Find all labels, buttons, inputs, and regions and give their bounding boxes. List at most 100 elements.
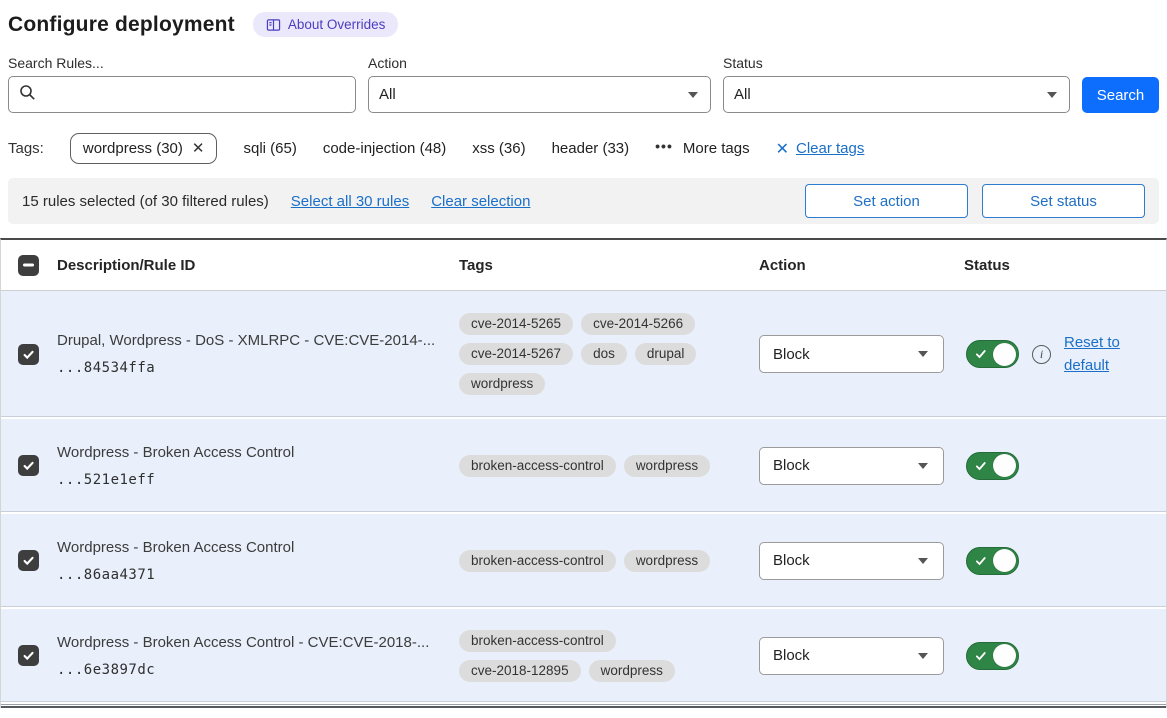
row-action-select[interactable]: Block <box>759 636 944 675</box>
select-all-link[interactable]: Select all 30 rules <box>290 192 410 210</box>
about-overrides-badge[interactable]: About Overrides <box>252 12 399 37</box>
tag-header[interactable]: header (33) <box>551 140 630 157</box>
check-icon <box>23 461 34 471</box>
filter-bar: Search Rules... Action All Status All <box>0 41 1167 113</box>
chevron-down-icon <box>918 351 928 357</box>
row-action-value: Block <box>773 552 810 569</box>
check-icon <box>975 651 986 660</box>
table-bottom-divider <box>1 704 1166 708</box>
tag-pill: broken-access-control <box>459 549 616 572</box>
toggle-knob <box>993 454 1016 477</box>
toggle-knob <box>993 644 1016 667</box>
selection-summary: 15 rules selected (of 30 filtered rules) <box>22 192 269 210</box>
table-row: Wordpress - Broken Access Control ...521… <box>1 419 1166 514</box>
tag-pill: cve-2018-12895 <box>459 659 581 682</box>
check-icon <box>975 556 986 565</box>
status-toggle[interactable] <box>966 641 1019 670</box>
tag-pill: broken-access-control <box>459 629 616 652</box>
page-title: Configure deployment <box>8 12 235 36</box>
reset-to-default-link[interactable]: Reset to default <box>1064 333 1120 374</box>
chevron-down-icon <box>688 91 698 98</box>
tags-label: Tags: <box>8 140 44 157</box>
more-tags-button[interactable]: ••• More tags <box>655 137 750 158</box>
row-action-select[interactable]: Block <box>759 335 944 373</box>
selected-tag-wordpress[interactable]: wordpress (30) ✕ <box>69 133 218 164</box>
check-icon <box>23 556 34 566</box>
check-icon <box>975 350 986 359</box>
tag-pill: cve-2014-5267 <box>459 343 574 365</box>
action-filter-label: Action <box>368 55 407 71</box>
status-toggle[interactable] <box>966 451 1019 480</box>
tag-pill: drupal <box>634 343 697 365</box>
tag-pill: broken-access-control <box>459 454 616 477</box>
rule-tags: broken-access-control wordpress <box>459 454 737 477</box>
tag-pill: cve-2014-5266 <box>581 313 696 335</box>
row-action-value: Block <box>773 345 810 363</box>
selection-bar: 15 rules selected (of 30 filtered rules)… <box>8 178 1159 224</box>
status-filter-label: Status <box>723 55 763 71</box>
chevron-down-icon <box>918 652 928 659</box>
set-status-button[interactable]: Set status <box>982 184 1145 218</box>
row-action-value: Block <box>773 457 810 474</box>
status-filter-value: All <box>734 86 751 103</box>
page-header: Configure deployment About Overrides <box>0 0 1167 41</box>
table-row: Drupal, Wordpress - DoS - XMLRPC - CVE:C… <box>1 291 1166 419</box>
select-all-checkbox[interactable] <box>18 254 39 276</box>
row-checkbox[interactable] <box>18 343 39 365</box>
chevron-down-icon <box>1047 91 1057 98</box>
chevron-down-icon <box>918 557 928 564</box>
info-icon[interactable]: i <box>1032 344 1051 364</box>
rule-id: ...86aa4371 <box>57 566 156 583</box>
row-checkbox[interactable] <box>18 550 39 571</box>
table-row: Wordpress - Broken Access Control - CVE:… <box>1 609 1166 704</box>
rule-description: Wordpress - Broken Access Control <box>57 443 295 461</box>
rule-tags: cve-2014-5265 cve-2014-5266 cve-2014-526… <box>459 313 737 395</box>
rule-description: Wordpress - Broken Access Control <box>57 538 295 556</box>
col-header-tags: Tags <box>459 256 493 274</box>
tag-sqli[interactable]: sqli (65) <box>243 140 297 157</box>
rules-table: Description/Rule ID Tags Action Status D… <box>0 238 1167 708</box>
toggle-knob <box>993 342 1016 366</box>
more-tags-label: More tags <box>682 140 750 157</box>
status-toggle[interactable] <box>966 340 1019 368</box>
rule-tags: broken-access-control wordpress <box>459 549 737 572</box>
clear-selection-link[interactable]: Clear selection <box>431 192 531 210</box>
action-filter-select[interactable]: All <box>368 76 711 113</box>
tag-xss[interactable]: xss (36) <box>472 140 526 157</box>
tag-code-injection[interactable]: code-injection (48) <box>322 140 447 157</box>
search-rules-input[interactable] <box>44 86 345 103</box>
toggle-knob <box>993 549 1016 572</box>
tag-pill: cve-2014-5265 <box>459 313 574 335</box>
col-header-action: Action <box>759 256 806 274</box>
row-action-select[interactable]: Block <box>759 446 944 485</box>
row-action-value: Block <box>773 647 810 664</box>
clear-tags-label: Clear tags <box>795 140 865 157</box>
indeterminate-icon <box>23 263 34 267</box>
ellipsis-icon: ••• <box>655 137 673 154</box>
clear-tags-link[interactable]: ✕ Clear tags <box>776 139 865 159</box>
book-icon <box>266 18 281 32</box>
check-icon <box>23 651 34 661</box>
status-toggle[interactable] <box>966 546 1019 575</box>
rule-tags: broken-access-control cve-2018-12895 wor… <box>459 629 737 682</box>
check-icon <box>975 461 986 470</box>
row-checkbox[interactable] <box>18 455 39 476</box>
tag-pill: dos <box>581 343 627 365</box>
row-checkbox[interactable] <box>18 645 39 666</box>
search-button[interactable]: Search <box>1082 77 1159 113</box>
tag-pill: wordpress <box>459 373 546 395</box>
rule-id: ...521e1eff <box>57 471 156 488</box>
col-header-description: Description/Rule ID <box>57 256 196 274</box>
row-action-select[interactable]: Block <box>759 541 944 580</box>
check-icon <box>23 350 34 359</box>
status-filter-select[interactable]: All <box>723 76 1070 113</box>
search-icon <box>19 84 36 105</box>
tags-filter-row: Tags: wordpress (30) ✕ sqli (65) code-in… <box>0 113 1167 164</box>
rule-description: Wordpress - Broken Access Control - CVE:… <box>57 633 430 651</box>
remove-tag-icon[interactable]: ✕ <box>191 140 205 157</box>
tag-pill: wordpress <box>588 659 675 682</box>
table-header-row: Description/Rule ID Tags Action Status <box>1 240 1166 291</box>
set-action-button[interactable]: Set action <box>805 184 968 218</box>
col-header-status: Status <box>964 256 1010 274</box>
